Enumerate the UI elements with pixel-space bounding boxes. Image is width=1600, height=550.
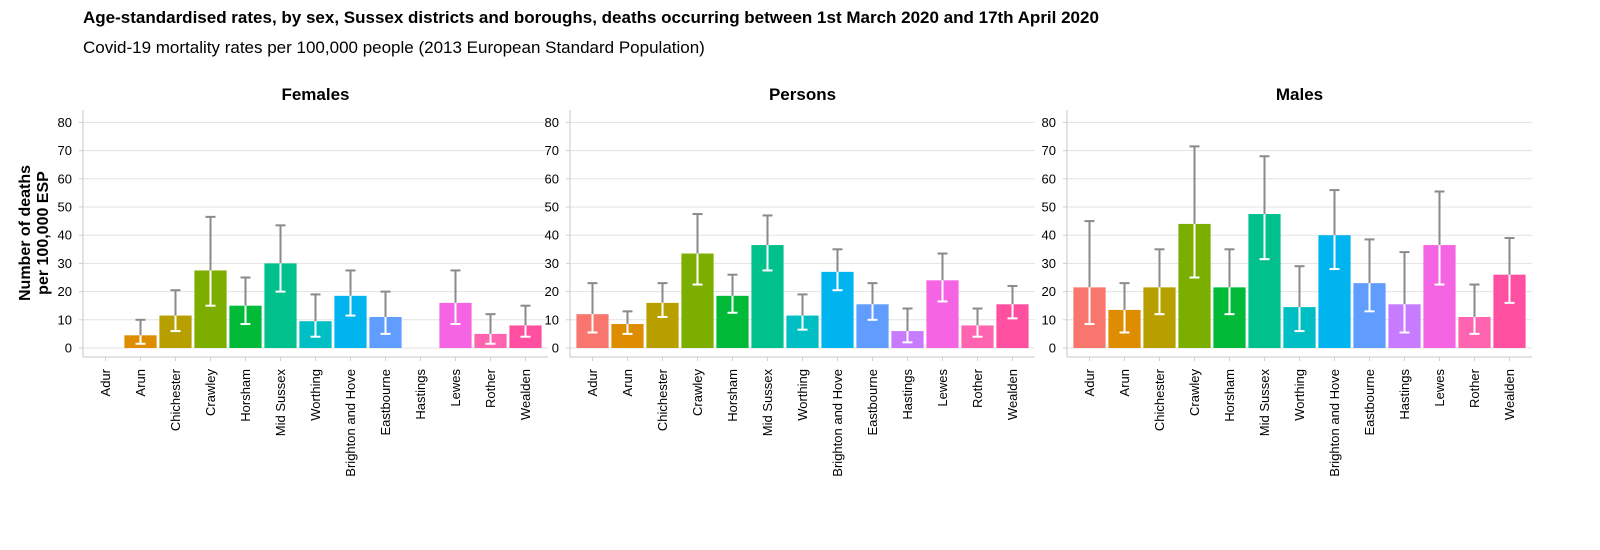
- x-tick-label: Lewes: [448, 369, 463, 407]
- x-tick-label: Chichester: [168, 368, 183, 431]
- y-axis-title: per 100,000 ESP: [35, 171, 52, 295]
- x-tick-label: Horsham: [1222, 369, 1237, 422]
- chart-subtitle: Covid-19 mortality rates per 100,000 peo…: [83, 38, 705, 57]
- x-tick-label: Rother: [483, 368, 498, 408]
- y-tick-label: 70: [58, 143, 72, 158]
- facet-title: Males: [1276, 85, 1323, 104]
- y-tick-label: 0: [65, 341, 72, 356]
- x-tick-label: Eastbourne: [865, 369, 880, 436]
- bar-arun: [611, 324, 644, 348]
- x-tick-label: Brighton and Hove: [1327, 369, 1342, 477]
- y-tick-label: 30: [1042, 256, 1056, 271]
- x-tick-label: Crawley: [1187, 369, 1202, 416]
- y-tick-label: 80: [58, 115, 72, 130]
- x-tick-label: Mid Sussex: [760, 369, 775, 437]
- x-tick-label: Rother: [1467, 368, 1482, 408]
- y-tick-label: 20: [58, 284, 72, 299]
- x-tick-label: Adur: [585, 368, 600, 396]
- x-tick-label: Wealden: [1502, 369, 1517, 420]
- y-tick-label: 40: [1042, 228, 1056, 243]
- y-tick-label: 80: [1042, 115, 1056, 130]
- x-tick-label: Adur: [98, 368, 113, 396]
- y-tick-label: 0: [552, 341, 559, 356]
- x-tick-label: Hastings: [1397, 369, 1412, 420]
- facet-title: Persons: [769, 85, 836, 104]
- x-tick-label: Hastings: [900, 369, 915, 420]
- y-tick-label: 60: [545, 171, 559, 186]
- x-tick-label: Wealden: [1005, 369, 1020, 420]
- y-tick-label: 70: [1042, 143, 1056, 158]
- y-tick-label: 40: [545, 228, 559, 243]
- x-tick-label: Horsham: [725, 369, 740, 422]
- y-tick-label: 20: [1042, 284, 1056, 299]
- x-tick-label: Brighton and Hove: [830, 369, 845, 477]
- x-tick-label: Worthing: [795, 369, 810, 421]
- y-tick-label: 40: [58, 228, 72, 243]
- x-tick-label: Wealden: [518, 369, 533, 420]
- y-tick-label: 10: [58, 312, 72, 327]
- y-tick-label: 20: [545, 284, 559, 299]
- x-tick-label: Eastbourne: [378, 369, 393, 436]
- y-tick-label: 50: [1042, 200, 1056, 215]
- x-tick-label: Brighton and Hove: [343, 369, 358, 477]
- y-tick-label: 60: [58, 171, 72, 186]
- y-tick-label: 70: [545, 143, 559, 158]
- x-tick-label: Arun: [620, 369, 635, 396]
- y-tick-label: 30: [545, 256, 559, 271]
- x-tick-label: Chichester: [1152, 368, 1167, 431]
- x-tick-label: Chichester: [655, 368, 670, 431]
- x-tick-label: Lewes: [935, 369, 950, 407]
- facet-title: Females: [281, 85, 349, 104]
- x-tick-label: Crawley: [203, 369, 218, 416]
- y-tick-label: 50: [545, 200, 559, 215]
- x-tick-label: Worthing: [1292, 369, 1307, 421]
- x-tick-label: Mid Sussex: [273, 369, 288, 437]
- x-tick-label: Eastbourne: [1362, 369, 1377, 436]
- x-tick-label: Rother: [970, 368, 985, 408]
- x-tick-label: Worthing: [308, 369, 323, 421]
- y-tick-label: 80: [545, 115, 559, 130]
- y-tick-label: 50: [58, 200, 72, 215]
- y-tick-label: 60: [1042, 171, 1056, 186]
- x-tick-label: Lewes: [1432, 369, 1447, 407]
- x-tick-label: Mid Sussex: [1257, 369, 1272, 437]
- y-tick-label: 10: [1042, 312, 1056, 327]
- y-tick-label: 0: [1049, 341, 1056, 356]
- x-tick-label: Adur: [1082, 368, 1097, 396]
- chart-title: Age-standardised rates, by sex, Sussex d…: [83, 8, 1099, 27]
- x-tick-label: Arun: [133, 369, 148, 396]
- x-tick-label: Crawley: [690, 369, 705, 416]
- y-tick-label: 30: [58, 256, 72, 271]
- x-tick-label: Arun: [1117, 369, 1132, 396]
- y-axis-title: Number of deaths: [17, 165, 34, 301]
- x-tick-label: Horsham: [238, 369, 253, 422]
- x-tick-label: Hastings: [413, 369, 428, 420]
- y-tick-label: 10: [545, 312, 559, 327]
